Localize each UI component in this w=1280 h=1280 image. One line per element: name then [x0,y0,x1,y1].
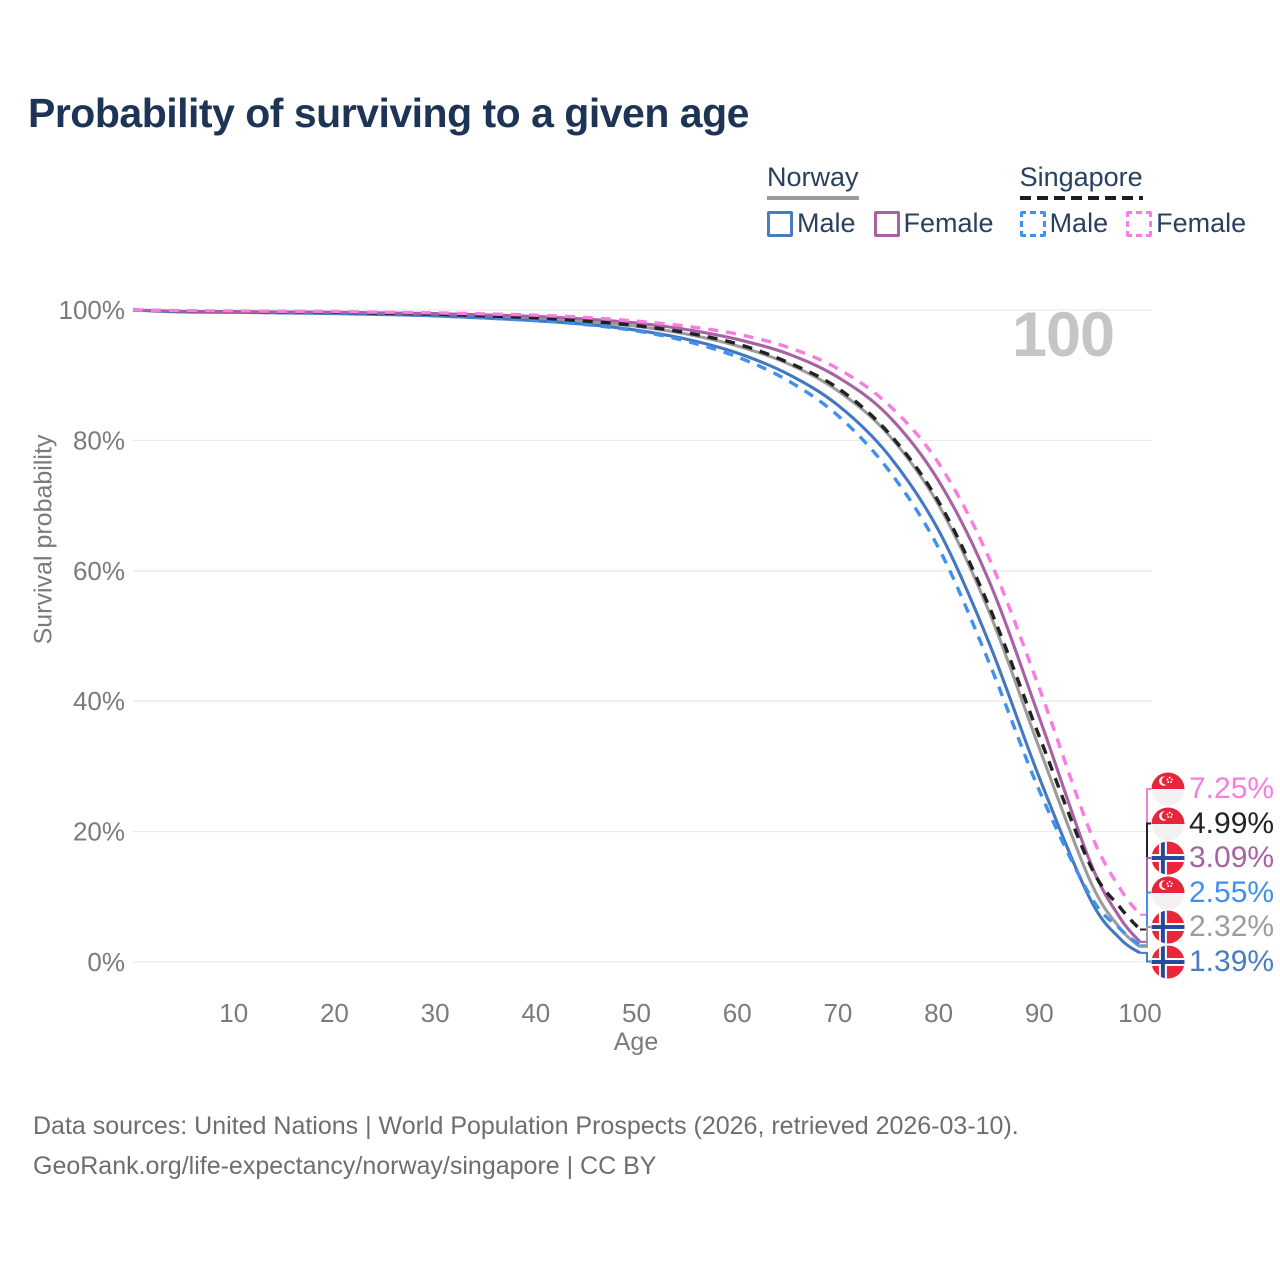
endpoint-value: 4.99% [1189,806,1275,840]
legend-group-title-norway: Norway [767,162,859,200]
y-tick-label: 20% [73,817,125,847]
endpoint-value: 2.55% [1189,875,1275,909]
singapore-flag-icon [1151,806,1185,841]
endpoint-label-singapore-female: 7.25% [1151,772,1274,806]
norway-flag-icon [1151,910,1185,944]
legend-item-label: Male [1049,208,1109,238]
endpoint-label-norway-total: 2.32% [1151,910,1274,944]
legend-item-label: Female [1156,208,1247,238]
x-tick-label: 70 [823,998,852,1028]
x-tick-label: 90 [1025,998,1054,1028]
y-tick-label: 40% [73,686,125,716]
y-tick-label: 100% [59,295,126,325]
legend-item-singapore-female[interactable]: Female [1126,208,1246,239]
curve-norway-female [132,308,1142,943]
x-tick-label: 30 [421,998,450,1028]
endpoint-label-singapore-male: 2.55% [1151,876,1274,910]
y-tick-label: 0% [87,947,125,977]
x-tick-label: 100 [1118,998,1161,1028]
singapore-female-swatch-icon [1126,210,1153,237]
legend-group-title-singapore: Singapore [1019,162,1143,200]
singapore-flag-icon [1151,772,1185,806]
singapore-male-swatch-icon [1019,210,1046,237]
norway-female-swatch-icon [873,210,900,237]
curve-singapore-total [132,308,1142,931]
page-title: Probability of surviving to a given age [28,90,749,136]
endpoint-label-singapore-total: 4.99% [1151,807,1274,841]
legend-item-singapore-male[interactable]: Male [1019,208,1109,239]
endpoint-connector-singapore-total [1140,822,1151,931]
endpoint-label-norway-female: 3.09% [1151,841,1274,875]
legend-item-norway-male[interactable]: Male [767,208,856,239]
singapore-flag-icon [1151,875,1185,910]
x-tick-label: 40 [521,998,550,1028]
legend-item-label: Female [903,208,994,238]
footer: Data sources: United Nations | World Pop… [33,1106,1019,1186]
endpoint-connector-singapore-male [1140,891,1151,947]
endpoint-connector-singapore-female [1140,788,1151,916]
footer-sources-line: Data sources: United Nations | World Pop… [33,1112,1019,1140]
curve-norway-total [132,308,1142,949]
endpoint-value: 3.09% [1189,841,1275,874]
curve-singapore-female [132,308,1142,916]
endpoint-value: 1.39% [1189,944,1275,978]
endpoint-label-norway-male: 1.39% [1151,945,1274,979]
hover-age-indicator: 100 [1011,300,1115,370]
x-tick-label: 20 [320,998,349,1028]
endpoint-connector-norway-male [1140,951,1151,963]
x-tick-label: 10 [219,998,248,1028]
y-tick-label: 80% [73,425,125,455]
curve-singapore-male [132,308,1142,947]
x-tick-label: 80 [924,998,953,1028]
norway-flag-icon [1151,944,1185,979]
endpoint-value: 2.32% [1189,910,1275,943]
x-axis-title: Age [613,1028,659,1056]
y-tick-label: 60% [73,556,125,586]
endpoint-connector-norway-female [1140,857,1151,943]
legend: Norway Male Female Singapore Male Female [767,162,1246,239]
y-axis-title: Survival probability [29,434,58,645]
endpoint-value: 7.25% [1189,772,1275,805]
legend-item-norway-female[interactable]: Female [873,208,994,239]
endpoint-connector-norway-total [1140,926,1151,948]
x-tick-label: 50 [622,998,651,1028]
legend-item-label: Male [797,208,856,238]
norway-flag-icon [1151,841,1185,875]
legend-group-norway: Norway Male Female [767,162,994,239]
footer-attribution-line: GeoRank.org/life-expectancy/norway/singa… [33,1152,657,1180]
legend-group-singapore: Singapore Male Female [1019,162,1246,239]
curve-norway-male [132,308,1141,955]
norway-male-swatch-icon [767,210,793,237]
x-tick-label: 60 [723,998,752,1028]
